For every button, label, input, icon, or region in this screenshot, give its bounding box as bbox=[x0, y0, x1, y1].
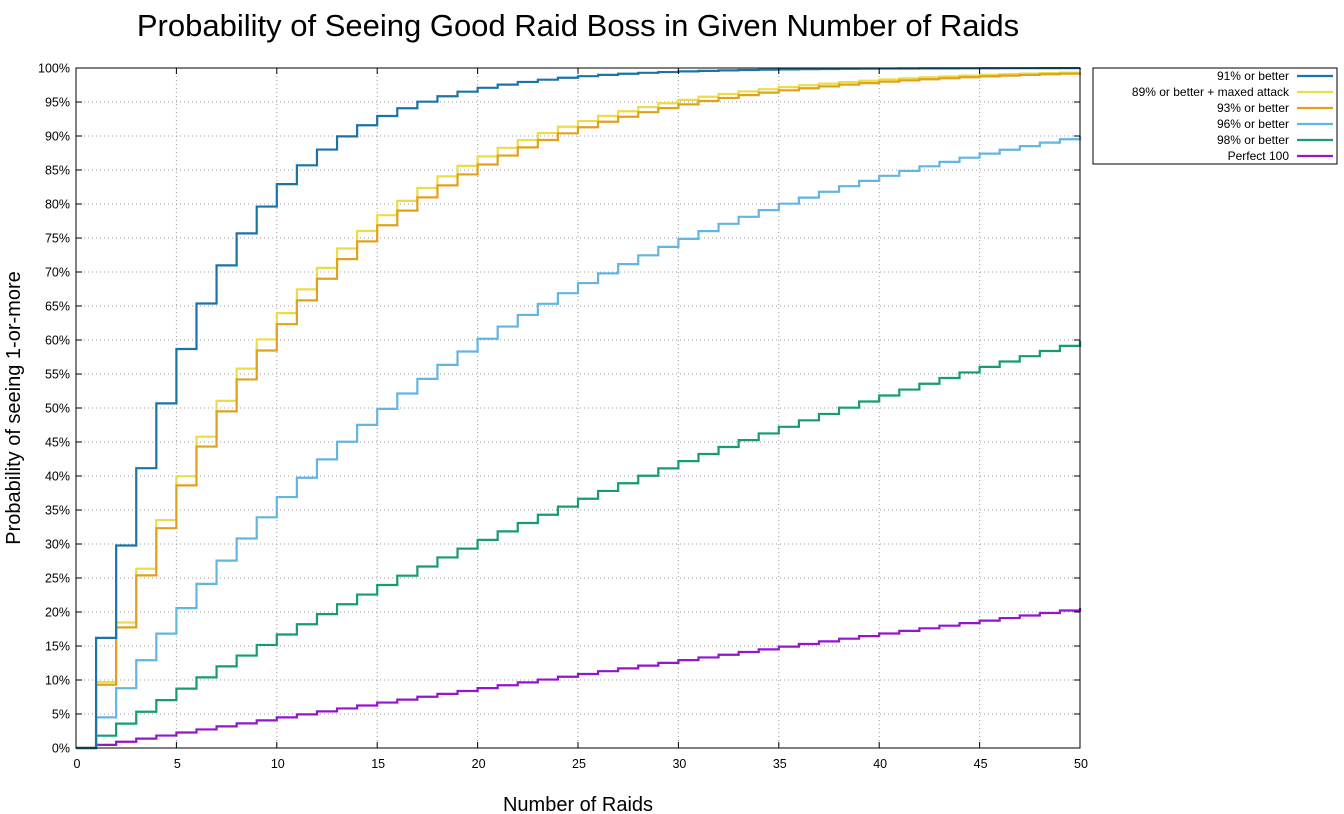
series-line-89-or-better-maxed-attack bbox=[76, 71, 1082, 750]
y-tick-label: 40% bbox=[45, 470, 70, 484]
y-tick-label: 60% bbox=[45, 334, 70, 348]
y-tick-label: 80% bbox=[45, 198, 70, 212]
y-tick-label: 50% bbox=[45, 402, 70, 416]
y-tick-label: 100% bbox=[38, 62, 70, 76]
y-tick-label: 85% bbox=[45, 164, 70, 178]
y-tick-label: 5% bbox=[52, 708, 70, 722]
y-tick-label: 25% bbox=[45, 572, 70, 586]
legend-label: Perfect 100 bbox=[1228, 149, 1290, 163]
x-tick-label: 50 bbox=[1074, 757, 1088, 771]
y-axis-title: Probability of seeing 1-or-more bbox=[3, 271, 25, 544]
legend-label: 98% or better bbox=[1217, 133, 1289, 147]
y-tick-label: 45% bbox=[45, 436, 70, 450]
x-tick-label: 10 bbox=[271, 757, 285, 771]
chart-title: Probability of Seeing Good Raid Boss in … bbox=[137, 8, 1019, 43]
x-tick-label: 40 bbox=[873, 757, 887, 771]
series-line-98-or-better bbox=[76, 340, 1082, 750]
y-tick-label: 90% bbox=[45, 130, 70, 144]
x-tick-label: 45 bbox=[974, 757, 988, 771]
y-tick-label: 70% bbox=[45, 266, 70, 280]
x-tick-label: 5 bbox=[174, 757, 181, 771]
y-tick-label: 15% bbox=[45, 640, 70, 654]
series-line-perfect-100 bbox=[76, 608, 1082, 750]
x-tick-label: 25 bbox=[572, 757, 586, 771]
y-tick-label: 0% bbox=[52, 742, 70, 756]
legend-label: 89% or better + maxed attack bbox=[1132, 85, 1290, 99]
x-tick-label: 15 bbox=[371, 757, 385, 771]
legend-label: 91% or better bbox=[1217, 69, 1289, 83]
x-tick-label: 20 bbox=[472, 757, 486, 771]
y-tick-label: 65% bbox=[45, 300, 70, 314]
y-tick-label: 35% bbox=[45, 504, 70, 518]
y-tick-label: 20% bbox=[45, 606, 70, 620]
y-tick-label: 95% bbox=[45, 96, 70, 110]
grid bbox=[76, 68, 1080, 748]
series-line-93-or-better bbox=[76, 72, 1082, 750]
series-line-96-or-better bbox=[76, 136, 1082, 750]
x-axis-title: Number of Raids bbox=[503, 794, 653, 814]
axis-ticks: 0% 5% 10% 15% 20% 25% 30% 35% 40% 45% 50% 55% 60% 65%… bbox=[38, 62, 1088, 772]
x-tick-label: 0 bbox=[74, 757, 81, 771]
y-tick-label: 75% bbox=[45, 232, 70, 246]
legend-box bbox=[1092, 67, 1338, 165]
x-tick-label: 30 bbox=[672, 757, 686, 771]
y-tick-label: 10% bbox=[45, 674, 70, 688]
y-tick-label: 55% bbox=[45, 368, 70, 382]
plot-area bbox=[76, 67, 1082, 750]
x-tick-label: 35 bbox=[773, 757, 787, 771]
legend: 91% or better 89% or better + maxed attac… bbox=[1092, 67, 1338, 165]
y-tick-label: 30% bbox=[45, 538, 70, 552]
legend-label: 93% or better bbox=[1217, 101, 1289, 115]
legend-label: 96% or better bbox=[1217, 117, 1289, 131]
